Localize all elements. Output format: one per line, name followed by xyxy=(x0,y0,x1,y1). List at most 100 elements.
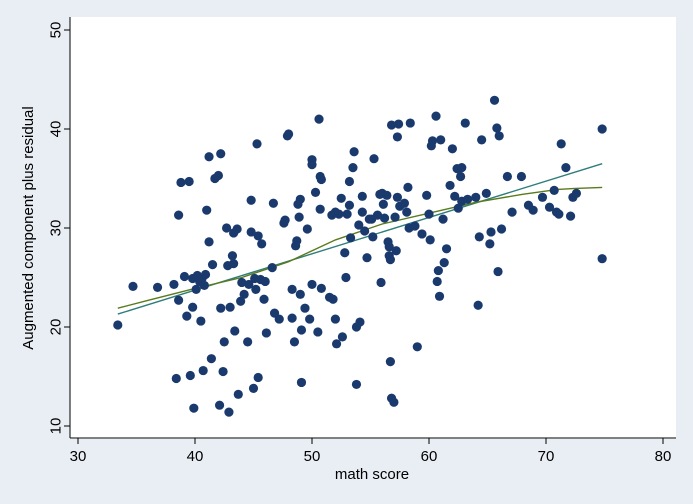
data-point xyxy=(485,239,495,249)
data-point xyxy=(441,244,452,254)
data-point xyxy=(362,253,372,263)
data-point xyxy=(424,209,434,219)
data-point xyxy=(268,198,278,208)
data-point xyxy=(349,147,359,157)
data-point xyxy=(386,120,397,130)
data-point xyxy=(450,191,460,201)
data-point xyxy=(368,232,378,242)
y-tick-label: 30 xyxy=(47,220,64,237)
data-point xyxy=(229,259,239,269)
data-point xyxy=(502,171,512,182)
y-tick-label: 40 xyxy=(47,121,64,138)
data-point xyxy=(556,139,566,149)
data-point xyxy=(412,342,422,352)
data-point xyxy=(357,191,367,201)
data-point xyxy=(292,236,302,246)
data-point xyxy=(174,295,184,305)
data-point xyxy=(481,188,491,198)
data-point xyxy=(597,124,607,134)
data-point xyxy=(439,258,449,268)
data-point xyxy=(549,185,559,195)
data-point xyxy=(376,277,386,288)
data-point xyxy=(331,339,342,349)
data-point xyxy=(233,389,243,399)
data-point xyxy=(216,149,226,159)
data-point xyxy=(474,232,484,242)
data-point xyxy=(378,199,388,209)
data-point xyxy=(204,152,214,162)
data-point xyxy=(453,203,463,213)
data-point xyxy=(410,221,420,231)
data-point xyxy=(218,366,228,377)
data-point xyxy=(196,316,206,326)
data-point xyxy=(422,190,432,200)
data-point xyxy=(184,176,194,187)
data-point xyxy=(239,289,249,299)
data-point xyxy=(389,397,399,407)
data-point xyxy=(507,207,517,217)
data-point xyxy=(417,229,427,239)
data-point xyxy=(392,192,403,202)
data-point xyxy=(294,212,304,222)
data-point xyxy=(113,320,123,330)
data-point xyxy=(128,281,138,292)
data-point xyxy=(597,254,607,264)
data-point xyxy=(436,135,446,145)
data-point xyxy=(253,231,263,241)
data-point xyxy=(348,163,358,173)
data-point xyxy=(328,294,338,304)
data-point xyxy=(537,192,548,202)
data-point xyxy=(372,210,383,220)
data-point xyxy=(337,332,348,342)
data-point xyxy=(496,224,507,234)
data-point xyxy=(280,215,290,225)
data-point xyxy=(382,190,392,200)
data-point xyxy=(384,242,394,252)
data-point xyxy=(431,111,441,121)
data-point xyxy=(473,300,483,310)
data-point xyxy=(189,403,199,413)
data-point xyxy=(284,129,294,139)
data-point xyxy=(316,174,326,185)
data-point xyxy=(354,220,364,230)
data-point xyxy=(457,163,467,173)
x-tick-label: 50 xyxy=(304,448,321,465)
data-point xyxy=(399,198,410,208)
data-point xyxy=(237,277,247,288)
data-point xyxy=(342,209,352,219)
data-point xyxy=(379,213,390,223)
data-point xyxy=(344,176,355,187)
x-tick-label: 80 xyxy=(655,448,672,465)
data-point xyxy=(295,194,305,204)
data-point xyxy=(179,271,190,282)
data-point xyxy=(246,195,256,205)
data-point xyxy=(296,377,307,388)
data-point xyxy=(477,135,487,145)
data-point xyxy=(391,246,401,256)
data-point xyxy=(206,354,216,364)
data-point xyxy=(246,227,256,237)
y-tick-label: 10 xyxy=(47,418,64,435)
data-point xyxy=(516,171,527,182)
data-point xyxy=(561,163,571,173)
data-point xyxy=(425,235,435,245)
data-point xyxy=(152,282,163,292)
data-point xyxy=(289,337,300,347)
data-point xyxy=(191,284,201,294)
y-axis-label: Augmented component plus residual xyxy=(20,106,37,350)
data-point xyxy=(392,132,403,142)
data-point xyxy=(257,239,267,249)
data-point xyxy=(369,154,379,164)
data-point xyxy=(385,255,395,265)
data-point xyxy=(216,303,226,313)
data-point xyxy=(463,194,473,204)
data-point xyxy=(260,276,270,287)
data-point xyxy=(493,266,503,277)
data-point xyxy=(287,313,297,323)
data-point xyxy=(355,317,365,327)
data-point xyxy=(174,210,184,220)
data-point xyxy=(571,188,582,198)
data-point xyxy=(188,302,198,312)
